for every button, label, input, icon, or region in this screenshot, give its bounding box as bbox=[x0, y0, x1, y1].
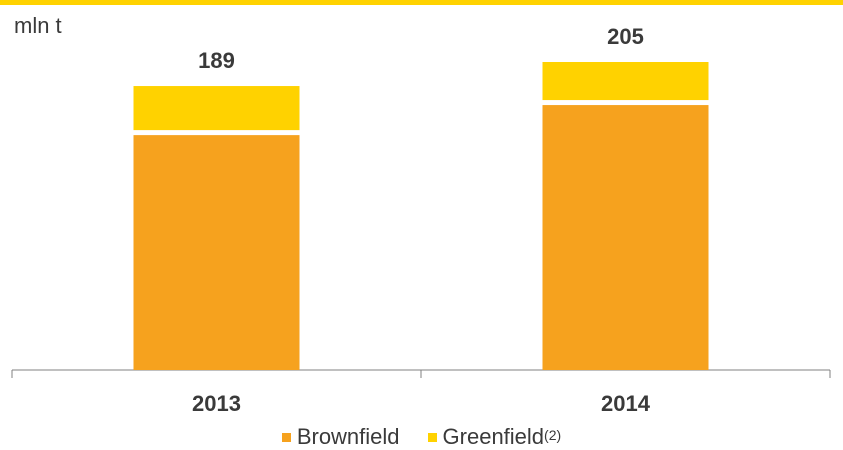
bar-total-label: 189 bbox=[198, 48, 235, 73]
legend: Brownfield Greenfield (2) bbox=[0, 424, 843, 450]
greenfield-note: (2) bbox=[544, 427, 562, 443]
greenfield-label: Greenfield bbox=[442, 424, 545, 449]
bar-total-label: 205 bbox=[607, 24, 644, 49]
bar-segment-greenfield-2014 bbox=[542, 62, 709, 101]
x-tick-label: 2014 bbox=[601, 391, 651, 416]
x-tick-label: 2013 bbox=[192, 391, 241, 416]
brownfield-swatch bbox=[281, 432, 291, 442]
legend-item-brownfield: Brownfield bbox=[281, 424, 400, 450]
brownfield-label: Brownfield bbox=[296, 424, 400, 449]
bar-segment-greenfield-2013 bbox=[133, 86, 300, 131]
bar-segment-brownfield-2013 bbox=[133, 135, 300, 370]
top-accent-rule bbox=[0, 0, 843, 5]
stacked-bar-chart: 189 2013 205 2014 bbox=[11, 24, 831, 416]
unit-label: mln t bbox=[14, 13, 62, 38]
bar-segment-brownfield-2014 bbox=[542, 105, 709, 370]
legend-item-greenfield: Greenfield (2) bbox=[427, 424, 562, 450]
greenfield-swatch bbox=[427, 432, 437, 442]
